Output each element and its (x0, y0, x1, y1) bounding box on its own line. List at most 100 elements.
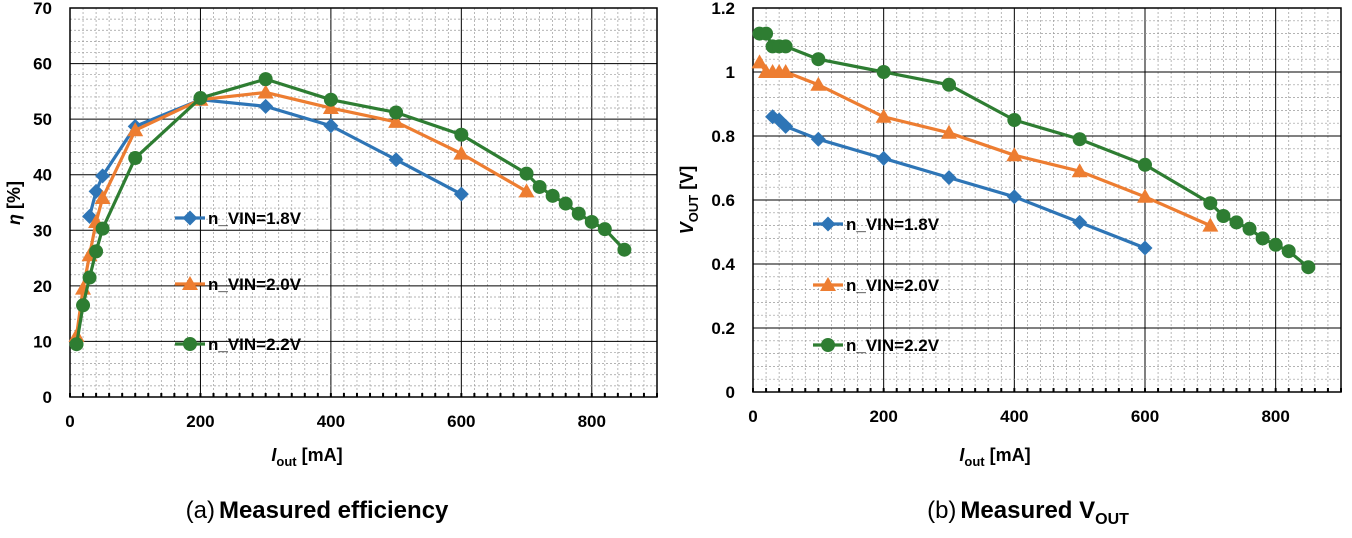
data-point (1229, 215, 1244, 230)
data-point (777, 64, 794, 78)
legend-marker (183, 337, 197, 351)
legend-label: n_VIN=2.0V (208, 275, 302, 294)
data-point (1072, 132, 1087, 147)
legend-entry: n_VIN=1.8V (813, 215, 940, 234)
x-tick-label: 200 (869, 407, 897, 426)
data-point (759, 26, 774, 41)
chart-vout: 0 200 400 600 800 0 0.2 0.4 0.6 0.8 1 1.2 Iout [mA] V… (677, 0, 1342, 528)
data-point (532, 179, 547, 194)
y-tick-label: 70 (33, 0, 52, 18)
y-tick-label: 10 (33, 332, 52, 351)
x-axis-label-main: I (271, 445, 277, 465)
legend-entry: n_VIN=2.0V (175, 275, 302, 294)
legend-label: n_VIN=1.8V (846, 215, 940, 234)
data-point (193, 91, 208, 106)
data-point (1301, 260, 1316, 275)
y-tick-label: 0 (726, 383, 735, 402)
x-tick-label: 600 (1131, 407, 1159, 426)
legend-label: n_VIN=2.2V (846, 336, 940, 355)
grid (70, 8, 657, 397)
data-point (942, 77, 956, 92)
data-point (82, 270, 97, 285)
y-axis-label: η [%] (4, 181, 24, 225)
data-point (1072, 214, 1088, 230)
data-point (453, 186, 469, 202)
data-point (558, 196, 573, 211)
x-tick-label: 0 (748, 407, 757, 426)
data-point (95, 221, 110, 236)
series-3 (752, 26, 1316, 275)
x-tick-label: 600 (447, 412, 475, 431)
data-point (76, 298, 91, 313)
legend-entry: n_VIN=1.8V (175, 209, 302, 228)
y-tick-label: 60 (33, 55, 52, 74)
chart-efficiency: 0 200 400 600 800 0 10 20 30 40 50 60 70 Iout [mA] η [… (4, 0, 658, 524)
legend-marker (821, 338, 835, 352)
data-point (778, 118, 794, 134)
y-tick-label: 0.2 (711, 319, 735, 338)
data-point (811, 52, 826, 67)
data-point (388, 113, 405, 128)
series-1 (765, 109, 1153, 256)
data-point (617, 242, 632, 257)
x-axis-label: Iout [mA] (271, 445, 342, 469)
data-point (941, 124, 957, 139)
data-point (519, 166, 534, 181)
data-point (1281, 244, 1296, 259)
data-point (875, 108, 892, 123)
data-point (876, 150, 892, 166)
data-point (810, 76, 827, 91)
y-tick-label: 30 (33, 221, 52, 240)
x-axis-label: Iout [mA] (959, 445, 1030, 469)
x-tick-label: 800 (578, 412, 606, 431)
data-point (1268, 237, 1283, 252)
x-axis-label-sub: out (276, 454, 297, 469)
data-point (1203, 196, 1218, 211)
data-point (1137, 188, 1153, 203)
legend-marker (820, 277, 836, 291)
data-point (584, 214, 599, 229)
data-point (1007, 113, 1022, 127)
plot-frame (69, 7, 658, 398)
legend-label: n_VIN=2.2V (208, 335, 302, 354)
data-point (69, 337, 84, 352)
caption-prefix: (a) (186, 497, 215, 524)
data-point (95, 168, 111, 184)
data-point (545, 188, 560, 203)
y-tick-label: 0.4 (711, 255, 735, 274)
data-point (94, 190, 111, 205)
grid (753, 8, 1341, 392)
caption-sub: OUT (1095, 511, 1129, 528)
y-axis-label-unit: [%] (4, 181, 24, 214)
data-point (1138, 157, 1152, 172)
chart-caption: (a) Measured efficiency (186, 497, 449, 524)
data-point (323, 92, 338, 107)
y-tick-label: 20 (33, 277, 52, 296)
series-3 (69, 72, 632, 352)
data-point (778, 39, 793, 54)
y-axis-label-main: η (4, 214, 24, 225)
data-point (322, 100, 339, 115)
series-2 (751, 54, 1219, 232)
data-point (1006, 147, 1023, 162)
data-point (597, 222, 612, 237)
y-tick-label: 40 (33, 166, 52, 185)
x-tick-label: 200 (186, 412, 214, 431)
legend-marker (182, 276, 198, 290)
data-point (751, 54, 768, 69)
x-axis-label-sub: out (964, 454, 985, 469)
y-axis-label-main: V (677, 220, 697, 234)
y-axis-label: VOUT [V] (677, 166, 701, 234)
data-point (258, 72, 273, 87)
x-tick-label: 0 (65, 412, 74, 431)
data-point (388, 152, 404, 168)
data-point (941, 170, 957, 186)
legend-marker (820, 216, 836, 232)
data-point (258, 98, 274, 114)
y-tick-label: 1 (726, 63, 735, 82)
data-point (323, 118, 339, 134)
y-tick-label: 0.6 (711, 191, 735, 210)
caption-text: Measured V (960, 497, 1095, 524)
data-point (1255, 231, 1270, 246)
y-tick-label: 50 (33, 110, 52, 129)
